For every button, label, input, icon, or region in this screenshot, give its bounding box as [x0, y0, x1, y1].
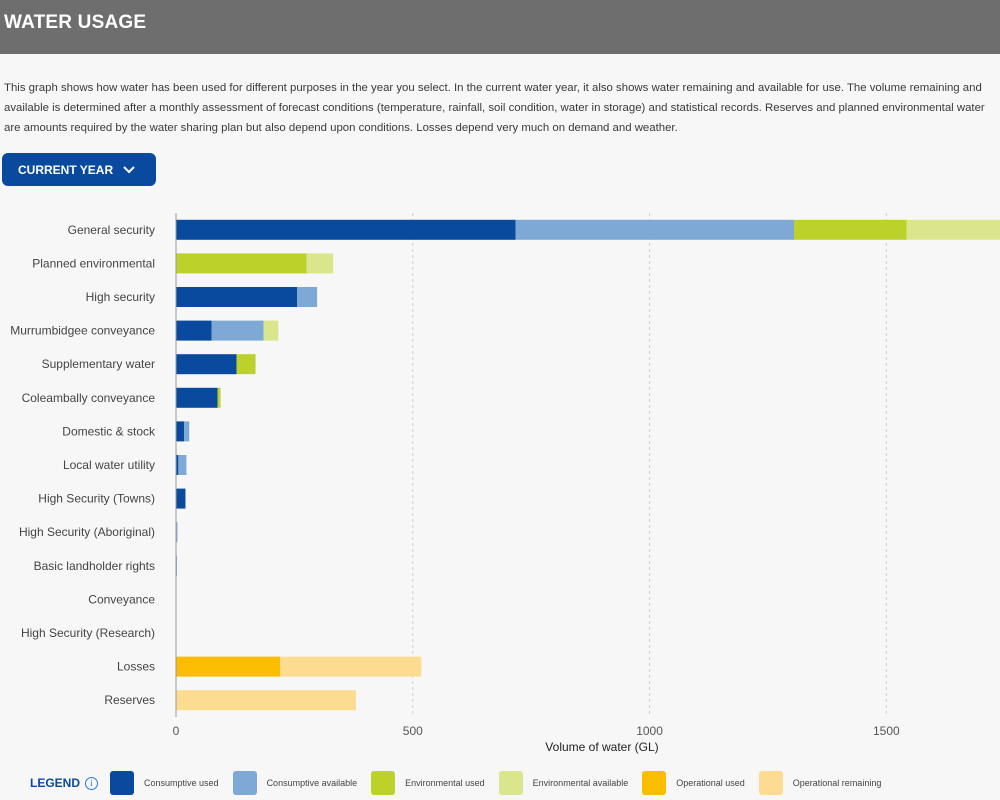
bar-segment: [176, 522, 178, 543]
page-header: WATER USAGE: [0, 0, 1000, 54]
legend-item[interactable]: Operational remaining: [758, 771, 882, 795]
legend-label: Environmental available: [532, 778, 629, 788]
water-usage-chart: General security Planned environmental Hig…: [10, 213, 1000, 754]
category-label: Supplementary water: [42, 357, 155, 371]
legend-label: Consumptive used: [144, 778, 219, 788]
current-year-dropdown[interactable]: CURRENT YEAR: [2, 153, 156, 186]
legend-swatch: [371, 771, 396, 795]
legend-label: Operational remaining: [792, 778, 882, 788]
bar-segment: [176, 656, 281, 677]
bar-segment: [176, 455, 179, 475]
category-label: Conveyance: [88, 592, 155, 606]
bar-segment: [515, 219, 794, 240]
chart-description: This graph shows how water has been used…: [4, 82, 985, 134]
bar-segment: [176, 253, 307, 274]
bar-segment: [263, 320, 279, 341]
legend-item[interactable]: Consumptive available: [232, 771, 358, 795]
legend-label: Environmental used: [405, 778, 485, 788]
category-label: Basic landholder rights: [34, 559, 155, 573]
category-label: Coleambally conveyance: [22, 391, 156, 405]
info-icon[interactable]: i: [85, 776, 99, 790]
category-label: Murrumbidgee conveyance: [10, 324, 155, 338]
legend-item[interactable]: Operational used: [642, 771, 745, 795]
legend-label: Consumptive available: [266, 778, 358, 788]
legend-item[interactable]: Consumptive used: [110, 771, 219, 795]
category-label: High Security (Research): [21, 626, 155, 640]
bar-segment: [176, 488, 186, 509]
bar-segment: [236, 354, 256, 375]
x-tick-label: 1000: [636, 724, 663, 738]
category-label: High Security (Aboriginal): [19, 525, 155, 539]
legend-swatch: [110, 771, 135, 795]
bar-segment: [906, 219, 1000, 240]
bar-segment: [297, 287, 318, 307]
category-label: Local water utility: [63, 458, 155, 472]
category-label: High security: [86, 290, 155, 304]
bar-segment: [176, 421, 185, 442]
bar-segment: [280, 656, 422, 677]
chevron-down-icon: [122, 163, 136, 177]
x-axis-label: Volume of water (GL): [545, 740, 658, 754]
bar-segment: [176, 690, 356, 711]
bar-segment: [217, 387, 221, 408]
page-title: WATER USAGE: [4, 12, 147, 33]
bar-segment: [306, 253, 334, 274]
bar-segment: [794, 219, 907, 240]
category-label: Reserves: [104, 693, 155, 707]
bar-segment: [176, 354, 237, 375]
legend-item[interactable]: Environmental available: [498, 771, 629, 795]
category-label: Losses: [117, 660, 155, 674]
bar-segment: [176, 287, 298, 307]
current-year-label: CURRENT YEAR: [18, 162, 114, 177]
x-tick-label: 0: [173, 724, 180, 738]
legend-swatch: [498, 771, 523, 795]
legend: LEGEND i Consumptive used Consumptive ava…: [30, 770, 990, 796]
x-tick-label: 1500: [873, 724, 900, 738]
category-label: High Security (Towns): [38, 492, 155, 506]
bar-segment: [176, 320, 212, 341]
legend-swatch: [642, 771, 667, 795]
category-label: General security: [68, 223, 155, 237]
legend-label: Operational used: [676, 778, 745, 788]
bar-segment: [184, 421, 190, 442]
legend-title: LEGEND: [30, 776, 81, 790]
bar-segment: [176, 219, 516, 240]
category-label: Domestic & stock: [62, 424, 156, 438]
x-tick-label: 500: [403, 724, 423, 738]
legend-swatch: [232, 771, 257, 795]
category-label: Planned environmental: [32, 256, 155, 270]
legend-item[interactable]: Environmental used: [371, 771, 485, 795]
bar-segment: [211, 320, 264, 341]
legend-swatch: [758, 771, 783, 795]
bar-segment: [176, 387, 218, 408]
bar-segment: [178, 455, 187, 475]
